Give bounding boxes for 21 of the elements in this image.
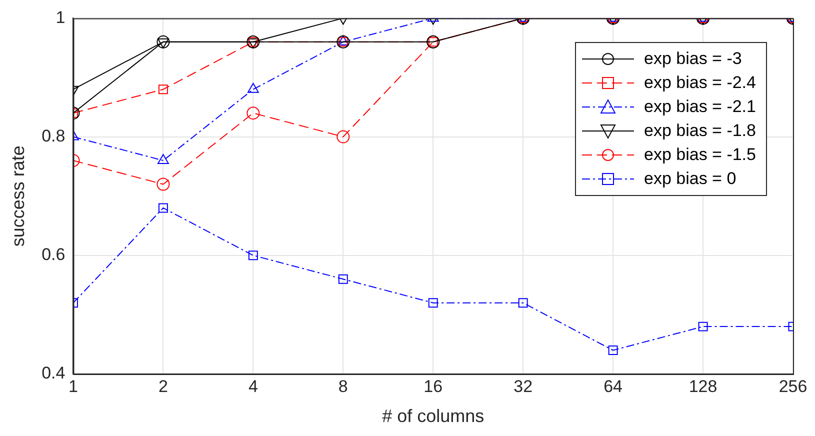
x-tick-label: 32 bbox=[514, 376, 533, 396]
legend-label: exp bias = 0 bbox=[644, 169, 736, 190]
x-tick-label: 4 bbox=[248, 376, 258, 396]
y-tick-label: 0.4 bbox=[42, 364, 66, 383]
x-tick-label: 1 bbox=[68, 376, 78, 396]
x-tick-label: 128 bbox=[688, 376, 718, 396]
x-tick-label: 64 bbox=[604, 376, 623, 396]
legend-label: exp bias = -3 bbox=[644, 49, 742, 70]
legend-label: exp bias = -2.1 bbox=[644, 97, 756, 118]
x-tick-label: 256 bbox=[778, 376, 808, 396]
x-tick-label: 8 bbox=[338, 376, 348, 396]
legend-label: exp bias = -1.5 bbox=[644, 145, 756, 166]
x-tick-label: 2 bbox=[158, 376, 168, 396]
y-tick-label: 1 bbox=[56, 8, 66, 27]
x-tick-label: 16 bbox=[424, 376, 443, 396]
y-axis-title: success rate bbox=[8, 146, 28, 247]
legend-label: exp bias = -2.4 bbox=[644, 73, 756, 94]
y-tick-label: 0.8 bbox=[42, 126, 66, 146]
y-tick-label: 0.6 bbox=[42, 245, 66, 264]
x-axis-title: # of columns bbox=[382, 406, 484, 426]
legend-label: exp bias = -1.8 bbox=[644, 121, 756, 142]
